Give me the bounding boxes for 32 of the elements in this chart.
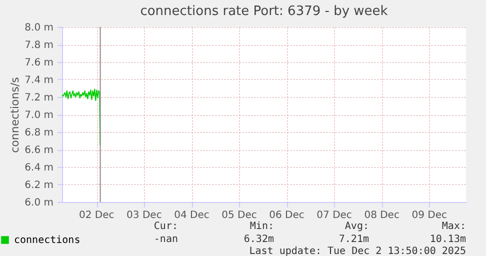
y-axis-title: connections/s — [8, 76, 22, 153]
y-tick-label: 6.8 m — [24, 128, 54, 138]
x-tick-label: 08 Dec — [364, 210, 400, 221]
y-tick-label: 7.6 m — [24, 58, 54, 68]
y-tick-label: 6.6 m — [24, 145, 54, 156]
x-tick-label: 07 Dec — [316, 210, 352, 221]
y-tick-label: 6.0 m — [24, 198, 54, 208]
y-tick-label: 7.4 m — [24, 75, 54, 86]
y-tick-label: 7.8 m — [24, 40, 54, 51]
x-tick-label: 05 Dec — [222, 210, 257, 221]
text: Avg: — [344, 221, 369, 232]
legend-label: connections — [14, 235, 80, 246]
y-tick-label: 7.0 m — [24, 110, 54, 121]
y-tick-label: 7.2 m — [24, 92, 54, 104]
x-tick-label: 09 Dec — [412, 210, 447, 221]
x-tick-label: 04 Dec — [174, 210, 210, 221]
x-tick-label: 02 Dec — [79, 210, 114, 221]
x-tick-label: 06 Dec — [269, 210, 304, 221]
y-tick-label: 6.4 m — [24, 162, 54, 174]
text: 7.21m — [338, 234, 369, 245]
text: -nan — [154, 234, 178, 245]
y-tick-label: 6.2 m — [24, 180, 54, 191]
text: Min: — [250, 221, 274, 232]
y-tick-label: 8.0 m — [24, 22, 54, 34]
text: 6.32m — [244, 234, 274, 245]
x-tick-label: 03 Dec — [126, 210, 162, 221]
chart-title: connections rate Port: 6379 - by week — [140, 4, 388, 19]
text: Cur: — [154, 221, 178, 232]
text: 10.13m — [430, 234, 466, 245]
text: Last update: Tue Dec 2 13:50:00 2025 — [249, 246, 466, 257]
text: Max: — [442, 221, 466, 232]
line-series — [62, 88, 101, 146]
